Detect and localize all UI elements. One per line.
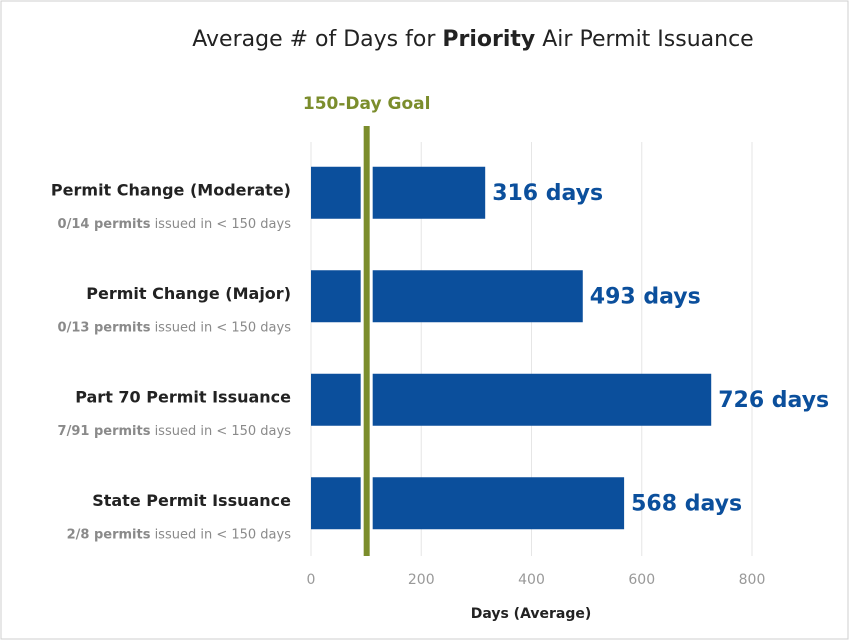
sublabel-bold: 0/13 permits bbox=[58, 320, 151, 335]
category-label: Permit Change (Major) bbox=[86, 284, 291, 303]
sublabel-rest: issued in < 150 days bbox=[150, 320, 291, 335]
category-sublabel: 2/8 permits issued in < 150 days bbox=[67, 527, 292, 542]
bar bbox=[311, 477, 625, 530]
x-tick-label: 200 bbox=[408, 572, 435, 588]
value-label: 726 days bbox=[718, 388, 829, 413]
category-label: Part 70 Permit Issuance bbox=[75, 387, 291, 406]
value-label: 493 days bbox=[590, 284, 701, 309]
sublabel-bold: 0/14 permits bbox=[58, 216, 151, 231]
bar bbox=[311, 166, 486, 219]
x-tick-label: 800 bbox=[739, 572, 766, 588]
category-sublabel: 0/13 permits issued in < 150 days bbox=[58, 320, 292, 335]
bar bbox=[311, 373, 712, 426]
title-part: Priority bbox=[442, 27, 535, 52]
value-label: 568 days bbox=[631, 491, 742, 516]
value-label: 316 days bbox=[492, 181, 603, 206]
category-sublabel: 0/14 permits issued in < 150 days bbox=[58, 216, 292, 231]
x-tick-label: 400 bbox=[518, 572, 545, 588]
title-part: Air Permit Issuance bbox=[535, 27, 753, 52]
sublabel-bold: 7/91 permits bbox=[58, 423, 151, 438]
x-tick-label: 600 bbox=[628, 572, 655, 588]
sublabel-rest: issued in < 150 days bbox=[150, 527, 291, 542]
title-part: Average # of Days for bbox=[192, 27, 442, 52]
sublabel-rest: issued in < 150 days bbox=[150, 216, 291, 231]
x-tick-label: 0 bbox=[307, 572, 316, 588]
category-sublabel: 7/91 permits issued in < 150 days bbox=[58, 423, 292, 438]
category-label: Permit Change (Moderate) bbox=[51, 180, 291, 199]
bar bbox=[311, 270, 583, 323]
goal-label: 150-Day Goal bbox=[303, 94, 431, 114]
sublabel-rest: issued in < 150 days bbox=[150, 423, 291, 438]
category-label: State Permit Issuance bbox=[92, 491, 291, 510]
x-axis-label: Days (Average) bbox=[471, 606, 592, 622]
chart-title: Average # of Days for Priority Air Permi… bbox=[192, 27, 753, 52]
sublabel-bold: 2/8 permits bbox=[67, 527, 151, 542]
